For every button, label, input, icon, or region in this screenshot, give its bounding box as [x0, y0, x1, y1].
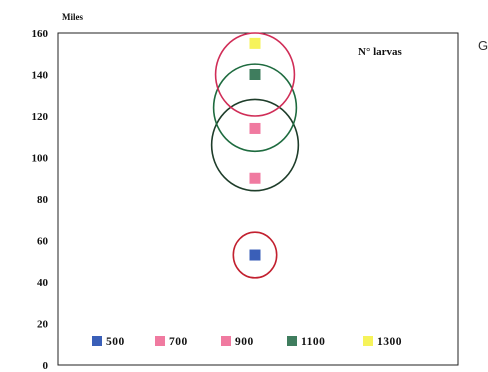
legend-item: 1300 — [363, 336, 402, 348]
legend-item: 700 — [155, 336, 188, 348]
y-tick-label: 140 — [32, 70, 49, 82]
legend-swatch — [363, 336, 373, 346]
edge-text: G — [478, 38, 488, 53]
legend-item: 1100 — [287, 336, 325, 348]
data-point-1300 — [249, 37, 261, 49]
legend-label: 1300 — [377, 336, 402, 348]
data-point-700 — [249, 172, 261, 184]
legend-label: 900 — [235, 336, 254, 348]
legend-item: 500 — [92, 336, 125, 348]
y-tick-label: 0 — [43, 360, 49, 372]
legend-label: 700 — [169, 336, 188, 348]
plot-frame — [57, 32, 459, 366]
legend-swatch — [92, 336, 102, 346]
y-tick-label: 80 — [37, 194, 49, 206]
legend-label: 1100 — [301, 336, 325, 348]
cluster-circle — [214, 32, 296, 117]
cluster-circle — [212, 63, 298, 153]
legend-label: 500 — [106, 336, 125, 348]
legend-swatch — [155, 336, 165, 346]
y-tick-label: 40 — [37, 277, 49, 289]
y-tick-label: 120 — [32, 111, 49, 123]
legend-swatch — [221, 336, 231, 346]
annotation-label: N° larvas — [358, 46, 403, 58]
legend-item: 900 — [221, 336, 254, 348]
y-tick-label: 100 — [32, 153, 49, 165]
legend: 500 700 900 1100 1300 — [92, 336, 402, 348]
circles — [210, 32, 300, 279]
y-tick-label: 60 — [37, 236, 49, 248]
cluster-circle — [232, 231, 278, 279]
y-axis-unit-label: Miles — [62, 12, 83, 22]
data-point-900 — [249, 122, 261, 134]
y-tick-label: 160 — [32, 28, 49, 40]
data-point-500 — [249, 249, 261, 261]
y-axis-ticks: 0 20 40 60 80 100 120 140 160 — [32, 28, 49, 372]
data-point-1100 — [249, 69, 261, 80]
y-tick-label: 20 — [37, 319, 49, 331]
cluster-circle — [210, 98, 300, 192]
points — [249, 37, 261, 261]
legend-swatch — [287, 336, 297, 346]
